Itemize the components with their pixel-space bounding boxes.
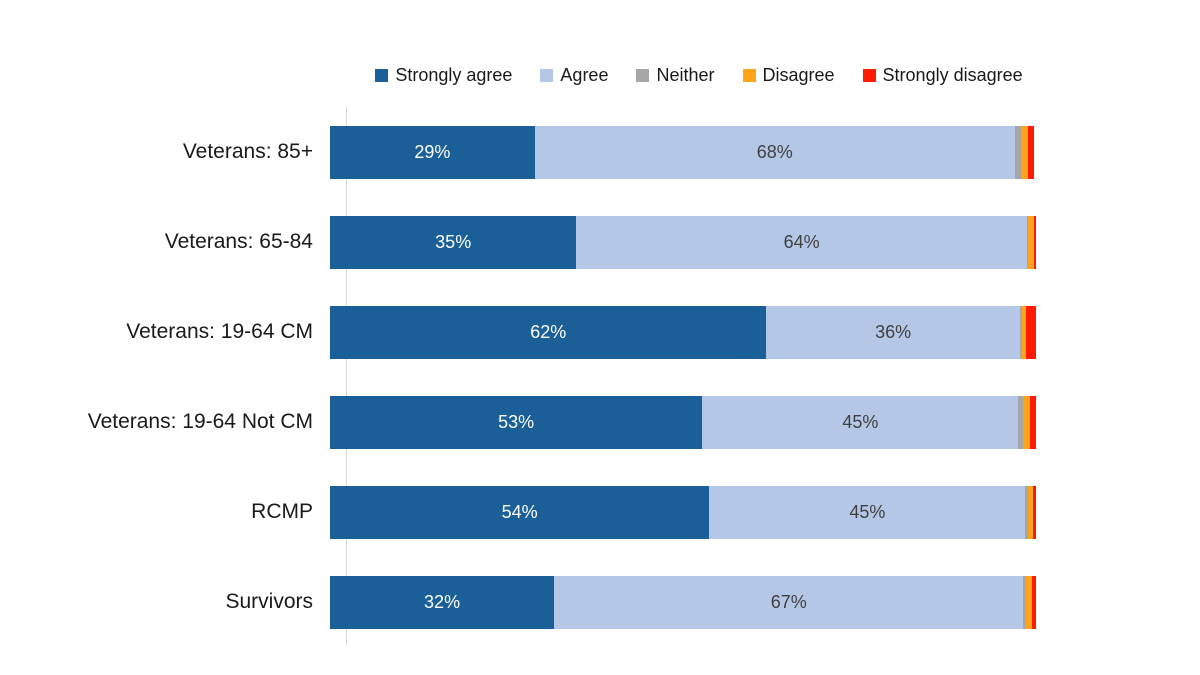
legend-swatch-neither (636, 68, 650, 82)
segment-value-label: 54% (501, 502, 538, 522)
bar-track: 62% 36% (330, 305, 1036, 359)
bar-row: Survivors 32% 67% (0, 557, 1060, 647)
legend-label: Strongly agree (395, 65, 513, 85)
segment-value-label: 29% (414, 142, 451, 162)
category-label: Veterans: 19-64 CM (126, 320, 313, 343)
bar-segment-disagree (1025, 575, 1032, 629)
bar-row: Veterans: 19-64 CM 62% 36% (0, 287, 1060, 377)
legend-label: Strongly disagree (882, 65, 1023, 85)
bar-segment-disagree (1021, 305, 1027, 359)
legend-label: Agree (560, 65, 609, 85)
segment-value-label: 35% (435, 232, 472, 252)
bar-segment-disagree (1028, 485, 1033, 539)
bar-track: 35% 64% (330, 215, 1037, 269)
segment-value-label: 45% (849, 502, 886, 522)
bar-segment-agree: 45% (702, 395, 1019, 449)
category-label: Survivors (225, 590, 313, 613)
bar-segment-neither (1026, 215, 1029, 269)
bar-row: Veterans: 65-84 35% 64% (0, 197, 1060, 287)
bar-segment-neither (1019, 305, 1022, 359)
bar-segment-strongly-disagree (1032, 485, 1036, 539)
bar-segment-agree: 64% (576, 215, 1027, 269)
bar-segment-strongly-disagree (1029, 395, 1036, 449)
chart-legend: Strongly agree Agree Neither Disagree Strong… (346, 60, 1052, 90)
legend-swatch-agree (540, 68, 554, 82)
legend-item-agree: Agree (540, 66, 608, 84)
bar-segment-neither (1018, 395, 1023, 449)
bar-segment-strongly-disagree (1027, 125, 1034, 179)
bar-row: Veterans: 19-64 Not CM 53% 45% (0, 377, 1060, 467)
bar-segment-neither (1025, 485, 1029, 539)
bar-segment-strongly-agree: 53% (330, 395, 703, 449)
category-label: Veterans: 85+ (182, 140, 313, 163)
segment-value-label: 62% (530, 322, 567, 342)
bar-row: RCMP 54% 45% (0, 467, 1060, 557)
legend-item-neither: Neither (636, 65, 715, 85)
segment-value-label: 64% (783, 232, 820, 252)
bar-segment-agree: 68% (534, 125, 1015, 179)
legend-item-strongly-agree: Strongly agree (375, 66, 512, 84)
bar-segment-agree: 45% (709, 485, 1026, 539)
segment-value-label: 67% (770, 592, 807, 612)
bar-segment-neither (1014, 125, 1022, 179)
bar-segment-strongly-agree: 62% (330, 305, 767, 359)
y-axis-line (346, 107, 347, 645)
bar-track: 29% 68% (330, 125, 1036, 179)
bar-segment-disagree (1021, 125, 1028, 179)
category-label: RCMP (251, 500, 313, 523)
bar-track: 54% 45% (330, 485, 1036, 539)
bar-segment-strongly-disagree (1031, 575, 1036, 629)
bar-segment-neither (1023, 575, 1026, 629)
segment-value-label: 45% (842, 412, 879, 432)
segment-value-label: 36% (875, 322, 912, 342)
segment-value-label: 53% (498, 412, 535, 432)
bar-segment-disagree (1028, 215, 1034, 269)
bar-segment-strongly-agree: 32% (330, 575, 555, 629)
legend-item-disagree: Disagree (742, 65, 835, 85)
segment-value-label: 32% (424, 592, 461, 612)
segment-value-label: 68% (756, 142, 793, 162)
legend-swatch-disagree (742, 68, 756, 82)
plot-area: Veterans: 85+ 29% 68% Veterans: 65-84 35% 64%… (0, 107, 1060, 647)
bar-segment-strongly-agree: 54% (330, 485, 710, 539)
bar-segment-strongly-agree: 29% (330, 125, 535, 179)
bar-segment-strongly-disagree (1033, 215, 1037, 269)
bar-segment-strongly-disagree (1026, 305, 1036, 359)
category-label: Veterans: 65-84 (164, 230, 313, 253)
legend-label: Disagree (762, 65, 835, 85)
bar-segment-strongly-agree: 35% (330, 215, 577, 269)
legend-item-strongly-disagree: Strongly disagree (862, 65, 1023, 85)
bar-segment-agree: 36% (766, 305, 1020, 359)
category-label: Veterans: 19-64 Not CM (87, 410, 313, 433)
bar-track: 53% 45% (330, 395, 1036, 449)
bar-segment-disagree (1022, 395, 1030, 449)
legend-label: Neither (656, 65, 715, 85)
legend-swatch-strongly-disagree (862, 68, 876, 82)
bar-segment-agree: 67% (554, 575, 1024, 629)
bar-track: 32% 67% (330, 575, 1036, 629)
legend-swatch-strongly-agree (375, 68, 389, 82)
bar-row: Veterans: 85+ 29% 68% (0, 107, 1060, 197)
